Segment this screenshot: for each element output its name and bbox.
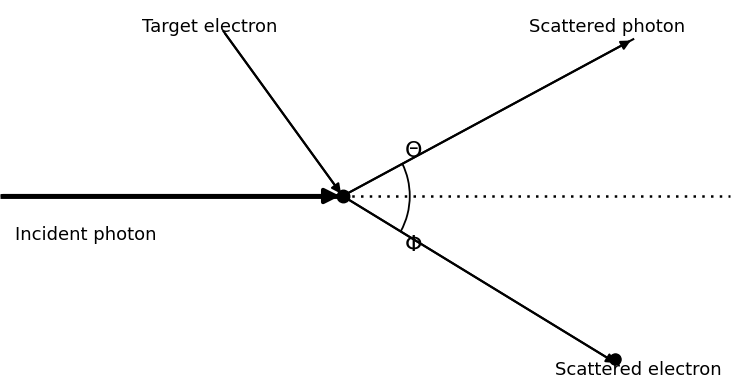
Text: Scattered electron: Scattered electron [555,361,722,379]
Text: Incident photon: Incident photon [15,226,156,244]
Text: Scattered photon: Scattered photon [529,18,685,36]
Text: Φ: Φ [405,235,422,255]
Text: Θ: Θ [405,141,422,161]
Text: Target electron: Target electron [142,18,277,36]
